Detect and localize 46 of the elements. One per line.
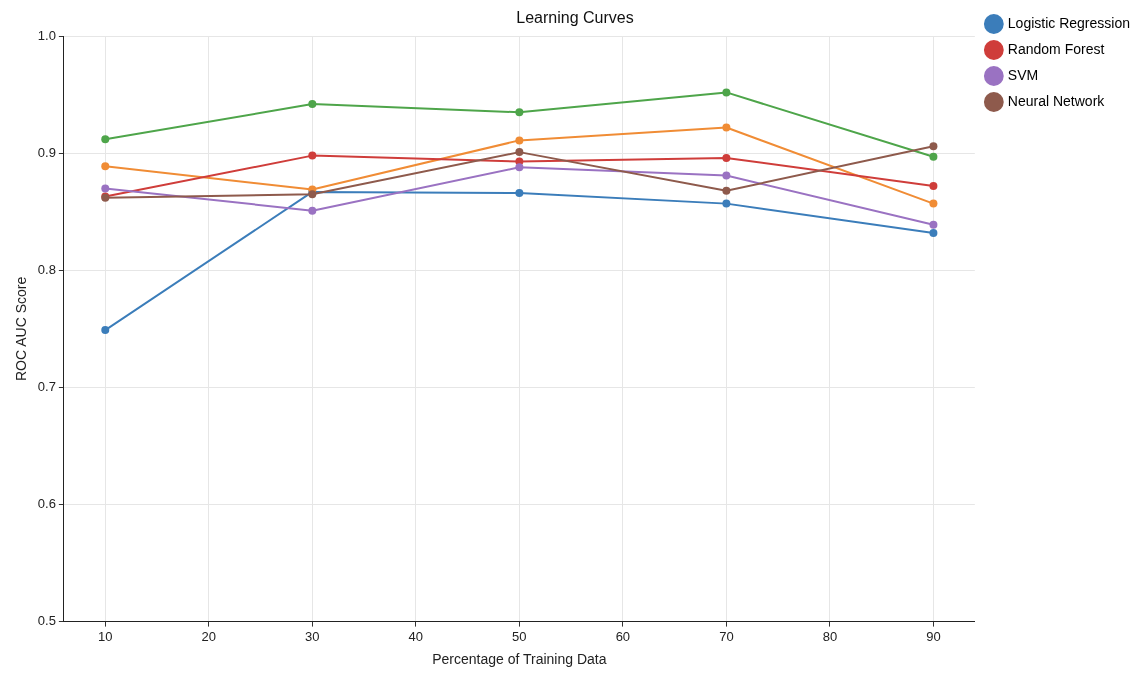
y-tick-label: 0.7 xyxy=(37,379,56,395)
point xyxy=(929,228,938,237)
y-tick-label: 0.9 xyxy=(37,144,56,160)
legend-label: Random Forest xyxy=(1007,40,1105,57)
point xyxy=(929,182,938,191)
x-tick-label: 30 xyxy=(305,628,320,644)
point xyxy=(722,199,731,208)
x-tick-label: 50 xyxy=(512,628,527,644)
point xyxy=(929,142,938,151)
y-tick-label: 1.0 xyxy=(37,27,56,43)
y-tick-label: 0.5 xyxy=(37,613,56,629)
point xyxy=(722,88,731,97)
point xyxy=(308,206,317,215)
x-tick-label: 20 xyxy=(201,628,217,644)
point xyxy=(929,152,938,161)
point xyxy=(515,163,524,172)
point xyxy=(101,184,110,193)
point xyxy=(101,162,110,171)
x-tick-label: 80 xyxy=(822,628,838,644)
x-tick-label: 40 xyxy=(408,628,424,644)
point xyxy=(929,220,938,229)
point xyxy=(722,153,731,162)
legend-label: Neural Network xyxy=(1007,92,1106,109)
point xyxy=(515,148,524,157)
x-tick-label: 90 xyxy=(926,628,941,644)
x-axis-title: Percentage of Training Data xyxy=(432,651,607,668)
point xyxy=(929,199,938,208)
point xyxy=(308,151,317,160)
point xyxy=(722,186,731,195)
point xyxy=(308,100,317,109)
point xyxy=(515,108,524,117)
point xyxy=(515,136,524,145)
point xyxy=(722,171,731,180)
legend-label: Logistic Regression xyxy=(1007,14,1130,31)
point xyxy=(722,123,731,132)
point xyxy=(101,326,110,335)
point xyxy=(101,135,110,144)
x-tick-label: 10 xyxy=(98,628,113,644)
x-tick-label: 60 xyxy=(615,628,631,644)
y-tick-label: 0.6 xyxy=(37,496,56,512)
legend-label: SVM xyxy=(1007,66,1039,83)
point xyxy=(515,189,524,198)
chart-title: Learning Curves xyxy=(516,9,634,27)
x-tick-label: 70 xyxy=(719,628,734,644)
y-tick-label: 0.8 xyxy=(37,261,56,277)
y-axis-title: ROC AUC Score xyxy=(13,276,30,382)
